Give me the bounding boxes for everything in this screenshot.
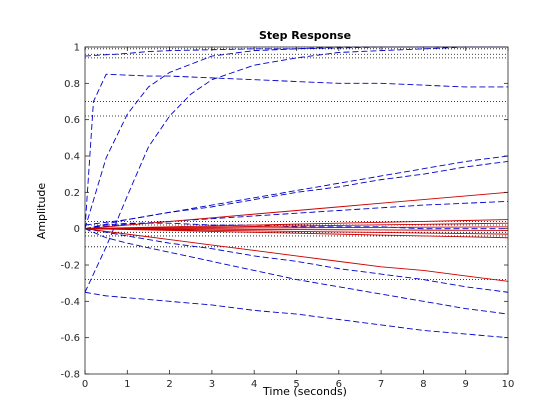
chart-title: Step Response [259,29,351,42]
y-tick-label-2: -0.4 [60,297,80,308]
series-line-17 [84,226,509,230]
axis-ticks: 0 1 2 3 4 5 6 7 8 9 10 -0.8 -0.6 -0.4 -0.2 0 0.2 0.4 0.6 0.… [60,43,514,391]
x-tick-label-4: 4 [251,379,257,390]
y-tick-label-5: 0.2 [64,188,80,199]
y-axis-label: Amplitude [35,183,48,240]
y-tick-label-8: 0.8 [64,79,80,90]
x-tick-label-1: 1 [124,379,130,390]
series-line-11 [84,191,509,230]
x-tick-label-2: 2 [166,379,172,390]
x-tick-label-10: 10 [502,379,515,390]
y-tick-label-4: 0 [74,224,80,235]
x-tick-label-7: 7 [378,379,384,390]
series-line-15 [84,222,509,230]
series-line-8 [84,228,509,315]
x-axis-label: Time (seconds) [262,385,347,398]
y-tick-label-6: 0.4 [64,152,80,163]
series-line-9 [84,291,509,339]
series-line-14 [84,228,509,239]
series-line-13 [84,219,509,230]
series-line-7 [84,228,509,293]
series-line-5 [84,161,509,226]
series-line-2 [84,46,508,57]
y-tick-label-7: 0.6 [64,115,80,126]
series-line-6 [84,200,509,230]
x-tick-label-6: 6 [336,379,342,390]
x-tick-label-0: 0 [82,379,88,390]
series-line-1 [84,46,508,293]
y-tick-label-9: 1 [74,43,80,54]
x-tick-label-5: 5 [293,379,299,390]
series-line-18 [84,228,509,231]
x-tick-label-3: 3 [209,379,215,390]
series-line-12 [84,228,509,282]
series-layer [84,46,509,339]
y-tick-label-3: -0.2 [60,261,80,272]
series-line-3 [84,73,508,229]
x-tick-label-9: 9 [463,379,469,390]
y-tick-label-0: -0.8 [60,370,80,381]
x-tick-label-8: 8 [420,379,426,390]
series-line-16 [84,228,509,235]
y-tick-label-1: -0.6 [60,333,80,344]
